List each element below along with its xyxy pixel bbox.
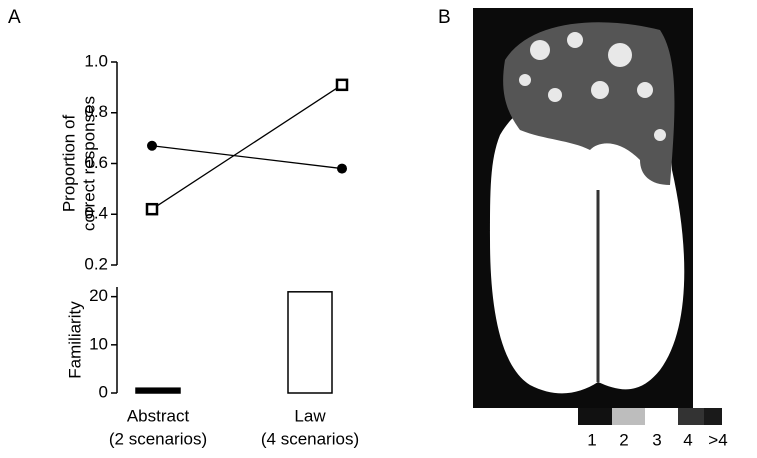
panel-label: B xyxy=(438,7,451,28)
bar xyxy=(287,291,333,394)
legend-label: 2 xyxy=(619,430,628,449)
marker xyxy=(335,78,349,92)
bar xyxy=(135,387,181,394)
y-tick-label: 20 xyxy=(89,286,108,305)
y-tick-label: 0.6 xyxy=(84,153,108,172)
legend-label: >4 xyxy=(708,430,727,449)
y-tick-label: 10 xyxy=(89,334,108,353)
y-axis-label: correct responses xyxy=(79,96,98,231)
y-tick-label: 0.4 xyxy=(84,204,108,223)
y-tick-label: 0.8 xyxy=(84,102,108,121)
x-tick-label: Law xyxy=(294,406,326,425)
brain-image xyxy=(473,8,693,408)
x-tick-note: (2 scenarios) xyxy=(109,429,207,448)
y-tick-label: 0.2 xyxy=(84,254,108,273)
line xyxy=(151,84,343,210)
legend-swatch xyxy=(578,408,612,425)
panel-label: A xyxy=(8,7,21,28)
y-axis-label: Familiarity xyxy=(65,301,84,379)
legend-swatch xyxy=(678,408,704,425)
marker xyxy=(337,163,347,174)
y-tick-label: 1.0 xyxy=(84,51,108,70)
legend-label: 1 xyxy=(587,430,596,449)
line xyxy=(151,145,343,170)
legend-swatch xyxy=(612,408,645,425)
y-tick-label: 0 xyxy=(99,382,108,401)
x-tick-note: (4 scenarios) xyxy=(261,429,359,448)
legend-swatch xyxy=(645,408,678,425)
legend-swatch xyxy=(704,408,722,425)
legend-label: 3 xyxy=(652,430,661,449)
marker xyxy=(147,140,157,151)
x-tick-label: Abstract xyxy=(127,406,190,425)
legend-label: 4 xyxy=(683,430,692,449)
marker xyxy=(145,202,159,216)
y-axis-label: Proportion of xyxy=(59,115,78,213)
